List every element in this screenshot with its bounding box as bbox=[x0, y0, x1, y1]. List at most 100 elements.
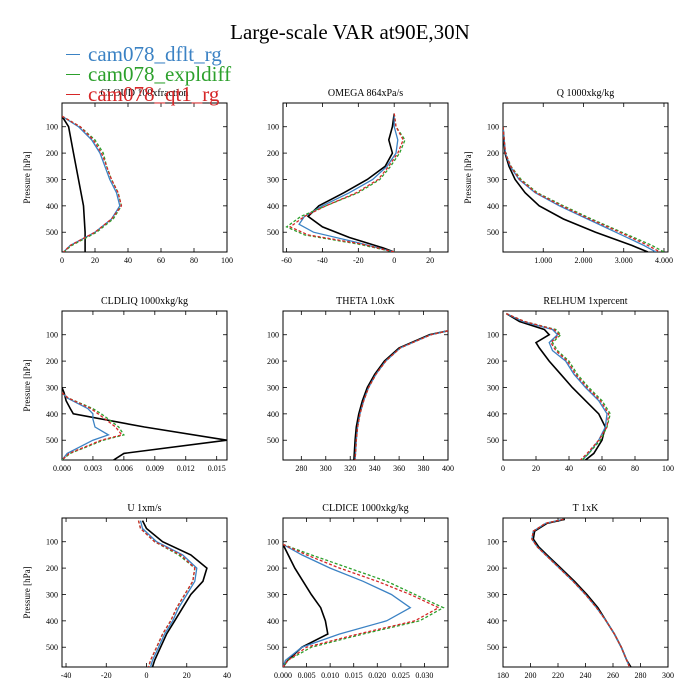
series-line bbox=[288, 113, 404, 252]
series-line bbox=[137, 520, 196, 667]
panel-title: OMEGA 864xPa/s bbox=[328, 88, 403, 99]
y-tick-label: 400 bbox=[267, 617, 279, 626]
y-tick-label: 100 bbox=[267, 538, 279, 547]
x-tick-label: 180 bbox=[497, 671, 509, 680]
series-line bbox=[283, 544, 329, 667]
x-tick-label: 0.025 bbox=[392, 671, 410, 680]
x-tick-label: 100 bbox=[221, 256, 233, 265]
series-line bbox=[503, 126, 661, 252]
y-tick-label: 400 bbox=[46, 617, 58, 626]
x-tick-label: -40 bbox=[61, 671, 72, 680]
x-tick-label: 220 bbox=[552, 671, 564, 680]
x-tick-label: 60 bbox=[598, 464, 606, 473]
series-line bbox=[283, 543, 445, 667]
x-tick-label: 300 bbox=[320, 464, 332, 473]
x-tick-label: 4.000 bbox=[655, 256, 673, 265]
series-line bbox=[503, 126, 649, 252]
panel-frame bbox=[61, 310, 228, 461]
y-tick-label: 300 bbox=[46, 590, 58, 599]
y-tick-label: 300 bbox=[487, 590, 499, 599]
legend-label: cam078_qt1_rg bbox=[88, 82, 220, 106]
panel-frame bbox=[61, 517, 228, 668]
series-line bbox=[62, 115, 86, 252]
x-tick-label: 0 bbox=[501, 464, 505, 473]
series-line bbox=[506, 313, 611, 460]
y-tick-label: 200 bbox=[487, 564, 499, 573]
series-line bbox=[353, 330, 448, 460]
series-line bbox=[62, 392, 110, 460]
y-tick-label: 300 bbox=[46, 383, 58, 392]
panel-title: CLOUD 100xfraction bbox=[100, 88, 188, 99]
legend-swatch bbox=[66, 74, 80, 75]
x-tick-label: 260 bbox=[607, 671, 619, 680]
y-tick-label: 100 bbox=[267, 331, 279, 340]
x-tick-label: 0.005 bbox=[298, 671, 316, 680]
series-line bbox=[298, 113, 399, 252]
x-tick-label: 40 bbox=[223, 671, 231, 680]
x-tick-label: 20 bbox=[532, 464, 540, 473]
y-tick-label: 100 bbox=[487, 123, 499, 132]
y-tick-label: 500 bbox=[46, 643, 58, 652]
y-tick-label: 200 bbox=[487, 357, 499, 366]
x-tick-label: 3.000 bbox=[615, 256, 633, 265]
x-tick-label: 0.009 bbox=[146, 464, 164, 473]
y-tick-label: 200 bbox=[267, 149, 279, 158]
series-line bbox=[531, 518, 631, 667]
panel-frame bbox=[502, 310, 669, 461]
y-tick-label: 300 bbox=[267, 383, 279, 392]
panel-title: CLDICE 1000xkg/kg bbox=[322, 503, 408, 514]
series-line bbox=[62, 392, 123, 460]
x-tick-label: 40 bbox=[124, 256, 132, 265]
y-tick-label: 300 bbox=[46, 175, 58, 184]
x-tick-label: 2.000 bbox=[574, 256, 592, 265]
x-tick-label: 0.012 bbox=[177, 464, 195, 473]
y-tick-label: 200 bbox=[46, 564, 58, 573]
series-line bbox=[506, 313, 610, 460]
x-tick-label: 100 bbox=[662, 464, 674, 473]
legend-label: cam078_dflt_rg bbox=[88, 42, 222, 66]
x-tick-label: 80 bbox=[190, 256, 198, 265]
y-tick-label: 400 bbox=[267, 202, 279, 211]
panel-title: THETA 1.0xK bbox=[336, 296, 395, 307]
x-tick-label: -20 bbox=[353, 256, 364, 265]
y-tick-label: 500 bbox=[487, 436, 499, 445]
x-tick-label: 20 bbox=[91, 256, 99, 265]
panel-title: Q 1000xkg/kg bbox=[557, 88, 615, 99]
series-line bbox=[503, 126, 657, 252]
x-tick-label: -20 bbox=[101, 671, 112, 680]
series-line bbox=[306, 113, 395, 252]
panel-title: RELHUM 1xpercent bbox=[543, 296, 627, 307]
x-tick-label: 0.030 bbox=[415, 671, 433, 680]
series-line bbox=[532, 518, 632, 667]
y-tick-label: 500 bbox=[46, 228, 58, 237]
x-tick-label: 320 bbox=[344, 464, 356, 473]
y-tick-label: 500 bbox=[487, 228, 499, 237]
y-tick-label: 500 bbox=[487, 643, 499, 652]
y-tick-label: 200 bbox=[46, 149, 58, 158]
x-tick-label: 0.000 bbox=[274, 671, 292, 680]
y-tick-label: 300 bbox=[267, 175, 279, 184]
panel-frame bbox=[282, 102, 449, 253]
y-axis-label: Pressure [hPa] bbox=[22, 566, 32, 618]
series-line bbox=[531, 518, 631, 667]
x-tick-label: 200 bbox=[525, 671, 537, 680]
series-line bbox=[141, 520, 208, 667]
series-line bbox=[506, 313, 608, 460]
x-tick-label: 380 bbox=[418, 464, 430, 473]
x-tick-label: -60 bbox=[281, 256, 292, 265]
y-tick-label: 300 bbox=[267, 590, 279, 599]
y-axis-label: Pressure [hPa] bbox=[463, 151, 473, 203]
x-tick-label: 40 bbox=[565, 464, 573, 473]
series-line bbox=[285, 113, 406, 252]
panel-title: CLDLIQ 1000xkg/kg bbox=[101, 296, 188, 307]
x-tick-label: 0.015 bbox=[208, 464, 226, 473]
x-tick-label: 340 bbox=[369, 464, 381, 473]
panel-frame bbox=[282, 310, 449, 461]
x-tick-label: 0 bbox=[392, 256, 396, 265]
y-tick-label: 200 bbox=[267, 357, 279, 366]
y-tick-label: 400 bbox=[487, 202, 499, 211]
y-tick-label: 100 bbox=[487, 538, 499, 547]
y-tick-label: 300 bbox=[487, 175, 499, 184]
x-tick-label: 0.020 bbox=[368, 671, 386, 680]
y-tick-label: 400 bbox=[487, 617, 499, 626]
